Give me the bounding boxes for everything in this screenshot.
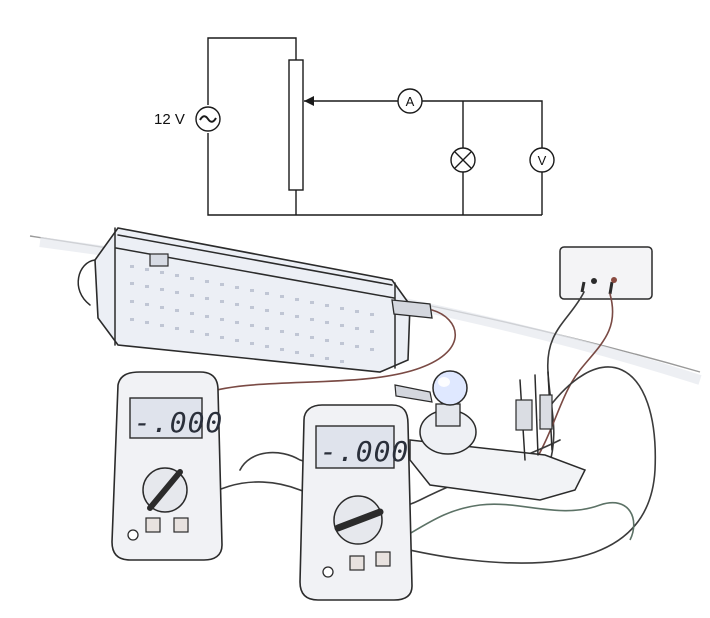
circuit-schematic: 12 V A V xyxy=(154,37,555,216)
ammeter-symbol xyxy=(397,88,423,114)
cable-green xyxy=(383,502,635,549)
ac-tilde-icon xyxy=(199,115,217,123)
ammeter-label: A xyxy=(406,94,415,109)
wire-source-top xyxy=(207,37,297,105)
wall-socket xyxy=(559,246,653,300)
rheostat-symbol xyxy=(288,59,304,191)
meter-left-display: -.000 xyxy=(134,406,223,439)
lamp-assembly xyxy=(394,370,587,501)
wire-to-parallel xyxy=(422,100,543,148)
apparatus-illustration: -.000 -.000 xyxy=(29,227,702,601)
lamp-cross-icon xyxy=(454,151,472,169)
voltmeter-symbol xyxy=(529,147,555,173)
meter-right-display: -.000 xyxy=(320,435,409,468)
lamp-bulb xyxy=(432,370,468,406)
rheostat-device xyxy=(77,227,433,373)
multimeter-right: -.000 xyxy=(299,404,413,601)
wiper-arrowhead xyxy=(304,96,314,106)
cable-long-loop xyxy=(383,366,657,564)
multimeter-left: -.000 xyxy=(111,371,223,561)
voltmeter-label: V xyxy=(538,153,547,168)
wire-source-bottom xyxy=(207,133,542,216)
rheostat-slider-knob[interactable] xyxy=(149,253,169,267)
cable-socket-2 xyxy=(529,293,614,471)
source-label: 12 V xyxy=(154,111,185,128)
